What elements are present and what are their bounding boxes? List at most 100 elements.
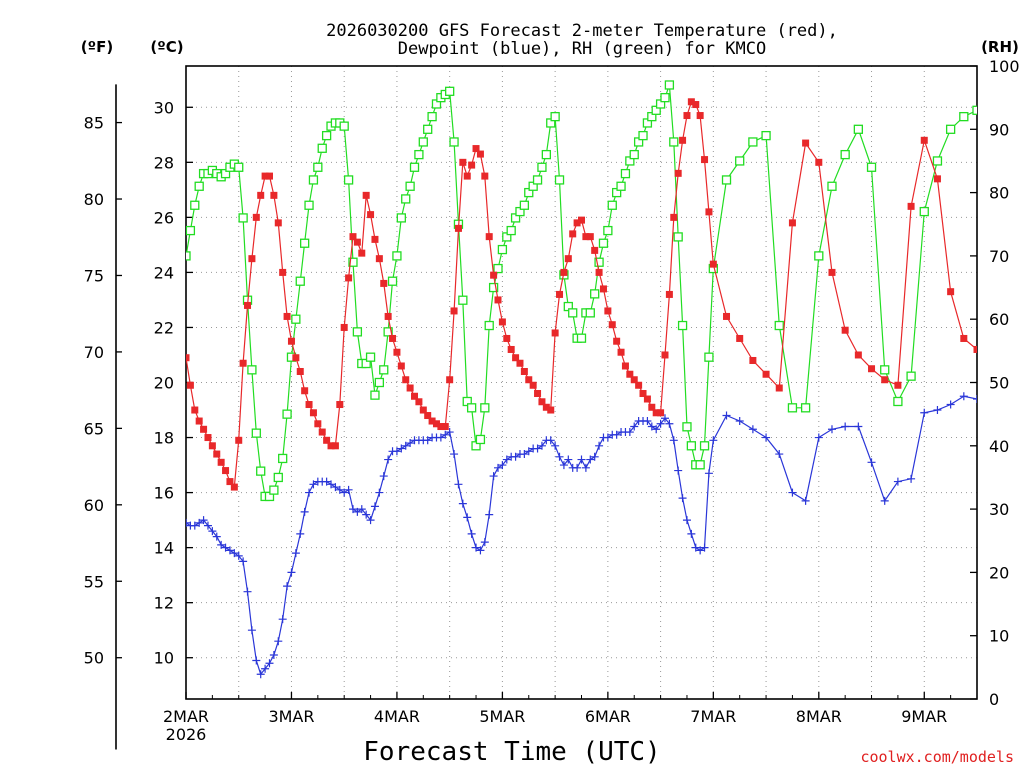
temperature-point	[749, 356, 757, 364]
temperature-point	[349, 233, 357, 241]
dewpoint-point	[704, 469, 713, 478]
celsius-tick-label: 16	[154, 484, 174, 503]
rh-point	[603, 225, 613, 236]
dewpoint-point	[502, 455, 511, 464]
temperature-point	[802, 139, 810, 147]
temperature-point	[432, 420, 440, 428]
temperature-point	[186, 354, 190, 362]
dewpoint-point	[423, 436, 432, 445]
temperature-point	[362, 191, 370, 199]
temperature-point	[230, 483, 238, 491]
rh-point	[313, 162, 323, 172]
rh-tick-label: 100	[989, 57, 1020, 76]
temperature-point	[375, 255, 383, 263]
fahrenheit-tick-label: 50	[84, 649, 104, 668]
dewpoint-point	[537, 441, 546, 450]
chart-title-line-2: Dewpoint (blue), RH (green) for KMCO	[398, 39, 766, 59]
series-dewpoint	[186, 392, 977, 679]
rh-point	[576, 333, 587, 343]
temperature-point	[529, 381, 537, 389]
dewpoint-point	[436, 433, 445, 442]
dewpoint-point	[533, 444, 542, 453]
rh-point	[629, 149, 639, 160]
temperature-point	[428, 417, 436, 425]
rh-point	[607, 200, 617, 210]
rh-point	[238, 213, 248, 223]
temperature-point	[868, 365, 876, 373]
dewpoint-point	[669, 436, 678, 445]
temperature-point	[239, 359, 247, 367]
dewpoint-point	[748, 425, 757, 434]
celsius-tick-label: 20	[154, 374, 174, 393]
dewpoint-point	[612, 430, 621, 439]
dewpoint-point	[348, 505, 357, 514]
temperature-point	[485, 233, 493, 241]
chart-title-line-1: 2026030200 GFS Forecast 2-meter Temperat…	[326, 21, 838, 41]
dewpoint-point	[946, 400, 955, 409]
dewpoint-point	[581, 463, 590, 472]
dewpoint-point	[239, 557, 248, 566]
rh-point	[814, 251, 824, 261]
temperature-point	[542, 403, 550, 411]
rh-point	[256, 466, 266, 476]
temperature-point	[292, 354, 300, 362]
dewpoint-point	[498, 461, 507, 470]
rh-point	[475, 434, 486, 445]
temperature-point	[186, 381, 194, 389]
dewpoint-point	[907, 474, 916, 483]
temperature-point	[657, 409, 665, 417]
temperature-point	[327, 442, 335, 450]
temperature-point	[547, 406, 555, 414]
temperature-point	[670, 213, 678, 221]
dewpoint-point	[454, 480, 463, 489]
temperature-point	[595, 268, 603, 276]
dewpoint-point	[230, 549, 239, 558]
rh-tick-label: 0	[989, 690, 999, 709]
dewpoint-point	[472, 543, 481, 552]
rh-point	[638, 130, 648, 141]
rh-point	[919, 206, 929, 217]
rh-point	[423, 124, 433, 134]
rh-point	[686, 441, 697, 451]
dewpoint-point	[920, 408, 929, 417]
dewpoint-point	[203, 521, 212, 530]
x-tick-year-label: 2026	[166, 725, 207, 744]
temperature-point	[613, 337, 621, 345]
dewpoint-point	[278, 615, 287, 624]
rh-point	[308, 175, 319, 185]
dewpoint-point	[392, 447, 401, 456]
celsius-tick-label: 14	[154, 539, 174, 558]
rh-point	[458, 295, 468, 305]
temperature-point	[441, 423, 449, 431]
dewpoint-point	[243, 587, 252, 596]
x-tick-label: 2MAR	[163, 707, 209, 726]
dewpoint-point	[665, 419, 674, 428]
rh-tick-label: 80	[989, 184, 1009, 203]
dewpoint-point	[630, 422, 639, 431]
temperature-point	[569, 230, 577, 238]
dewpoint-point	[643, 417, 652, 426]
temperature-point	[402, 376, 410, 384]
rh-point	[387, 276, 398, 286]
dewpoint-point	[340, 488, 349, 497]
temperature-point	[393, 348, 401, 356]
dewpoint-point	[678, 494, 687, 503]
temperature-point	[305, 401, 313, 409]
dewpoint-point	[269, 650, 278, 659]
dewpoint-point	[973, 395, 977, 404]
temperature-point	[358, 249, 366, 257]
rh-point	[616, 181, 626, 191]
dewpoint-point	[682, 516, 691, 525]
rh-point	[568, 308, 578, 318]
rh-tick-label: 50	[989, 374, 1009, 393]
rh-point	[598, 238, 609, 248]
dewpoint-point	[467, 529, 476, 538]
dewpoint-point	[520, 450, 529, 459]
dewpoint-point	[287, 568, 296, 577]
rh-point	[234, 162, 244, 172]
dewpoint-point	[735, 417, 744, 426]
temperature-point	[661, 351, 669, 359]
dewpoint-point	[551, 441, 560, 450]
rh-point	[427, 111, 437, 122]
rh-point	[295, 276, 305, 286]
